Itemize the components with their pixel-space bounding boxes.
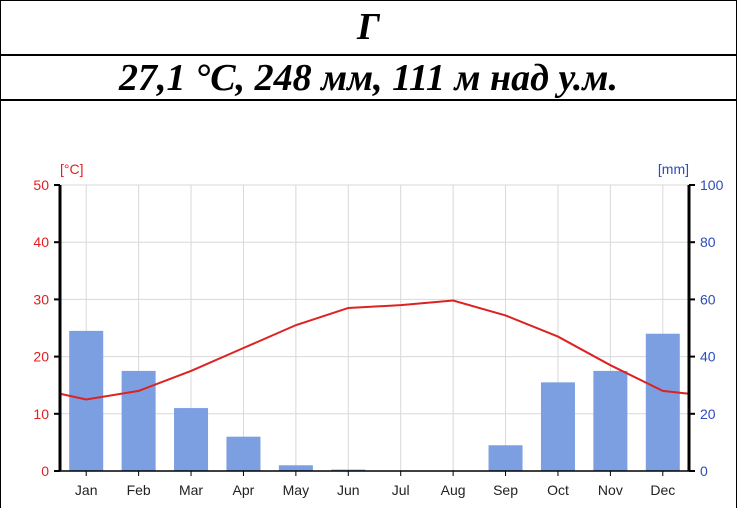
right-tick-label: 0 <box>700 463 708 479</box>
x-tick-label-jul: Jul <box>392 482 410 498</box>
precip-bar-jan <box>69 330 104 471</box>
x-tick-label-jan: Jan <box>75 482 98 498</box>
left-axis-label: [°C] <box>60 161 84 177</box>
x-tick-label-mar: Mar <box>179 482 203 498</box>
precip-bar-dec <box>645 333 680 471</box>
left-tick-label: 0 <box>41 463 49 479</box>
left-tick-label: 30 <box>33 291 49 307</box>
x-tick-label-dec: Dec <box>650 482 675 498</box>
right-tick-label: 80 <box>700 234 716 250</box>
x-tick-label-feb: Feb <box>127 482 151 498</box>
tick-labels: 0 10 20 30 40 50 0 20 40 60 80 100 [°C] [mm] Jan Feb Mar… <box>33 161 723 498</box>
x-tick-label-aug: Aug <box>441 482 466 498</box>
left-tick-label: 20 <box>33 349 49 365</box>
chart-title: Г <box>0 0 737 56</box>
x-tick-label-apr: Apr <box>233 482 255 498</box>
right-tick-label: 40 <box>700 349 716 365</box>
left-tick-label: 50 <box>33 177 49 193</box>
grid-lines <box>60 184 689 472</box>
right-tick-label: 60 <box>700 291 716 307</box>
precip-bar-may <box>278 465 313 471</box>
temperature-line <box>59 299 690 401</box>
temperature-polyline <box>59 299 690 401</box>
axes <box>54 184 695 476</box>
chart-subtitle: 27,1 °C, 248 мм, 111 м над у.м. <box>0 56 737 101</box>
precipitation-bars <box>69 330 680 471</box>
x-tick-label-nov: Nov <box>598 482 623 498</box>
x-tick-label-may: May <box>283 482 309 498</box>
left-tick-label: 40 <box>33 234 49 250</box>
right-tick-label: 20 <box>700 406 716 422</box>
x-tick-label-jun: Jun <box>337 482 360 498</box>
left-tick-label: 10 <box>33 406 49 422</box>
precip-bar-mar <box>174 408 209 471</box>
x-tick-label-sep: Sep <box>493 482 518 498</box>
right-tick-label: 100 <box>700 177 724 193</box>
right-axis-label: [mm] <box>658 161 689 177</box>
precip-bar-oct <box>540 382 575 471</box>
x-tick-label-oct: Oct <box>547 482 569 498</box>
precip-bar-apr <box>226 436 261 471</box>
precip-bar-sep <box>488 445 523 471</box>
precip-bar-nov <box>593 370 628 471</box>
